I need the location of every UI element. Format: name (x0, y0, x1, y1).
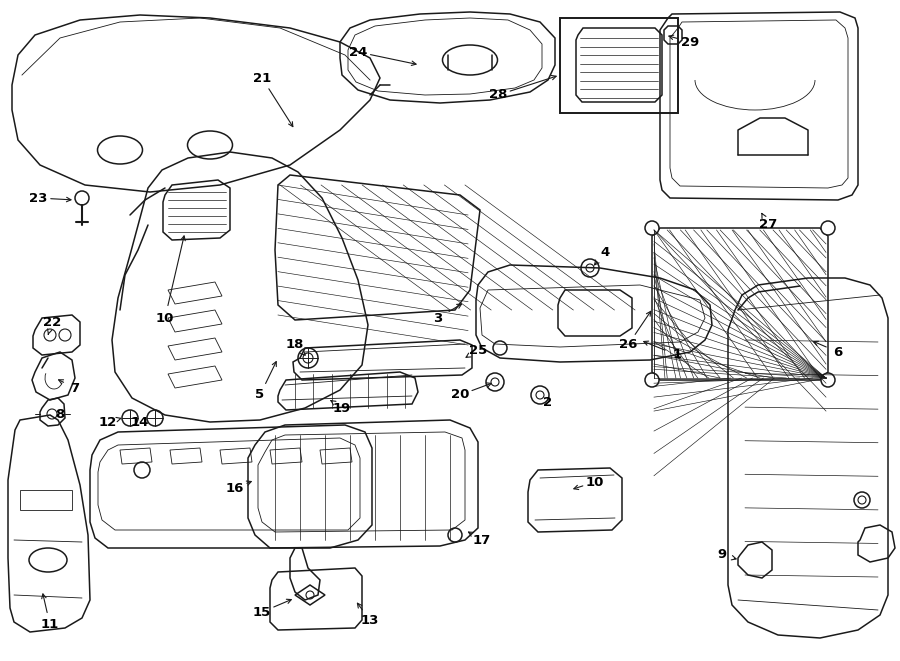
Text: 3: 3 (434, 311, 443, 325)
Circle shape (645, 221, 659, 235)
Text: 12: 12 (99, 416, 117, 428)
Text: 27: 27 (759, 219, 777, 231)
Circle shape (821, 221, 835, 235)
Text: 7: 7 (70, 381, 79, 395)
Text: 10: 10 (156, 311, 175, 325)
Text: 5: 5 (256, 389, 265, 401)
Text: 19: 19 (333, 401, 351, 414)
Text: 25: 25 (469, 344, 487, 356)
Text: 29: 29 (681, 36, 699, 48)
Text: 17: 17 (472, 533, 491, 547)
Text: 21: 21 (253, 71, 271, 85)
Text: 1: 1 (672, 348, 681, 362)
Text: 9: 9 (717, 549, 726, 561)
Text: 13: 13 (361, 613, 379, 627)
Text: 23: 23 (29, 192, 47, 204)
Text: 18: 18 (286, 338, 304, 352)
Text: 22: 22 (43, 315, 61, 329)
Circle shape (645, 373, 659, 387)
Text: 2: 2 (544, 395, 553, 408)
Text: 14: 14 (130, 416, 149, 428)
Text: 28: 28 (489, 89, 508, 102)
Text: 11: 11 (40, 619, 59, 631)
Text: 24: 24 (349, 46, 367, 59)
Text: 4: 4 (600, 245, 609, 258)
Text: 20: 20 (451, 389, 469, 401)
Text: 16: 16 (226, 481, 244, 494)
Text: 8: 8 (56, 408, 65, 422)
Text: 10: 10 (586, 475, 604, 488)
Text: 6: 6 (833, 346, 842, 358)
Circle shape (821, 373, 835, 387)
Text: 26: 26 (619, 338, 637, 352)
Text: 15: 15 (253, 605, 271, 619)
